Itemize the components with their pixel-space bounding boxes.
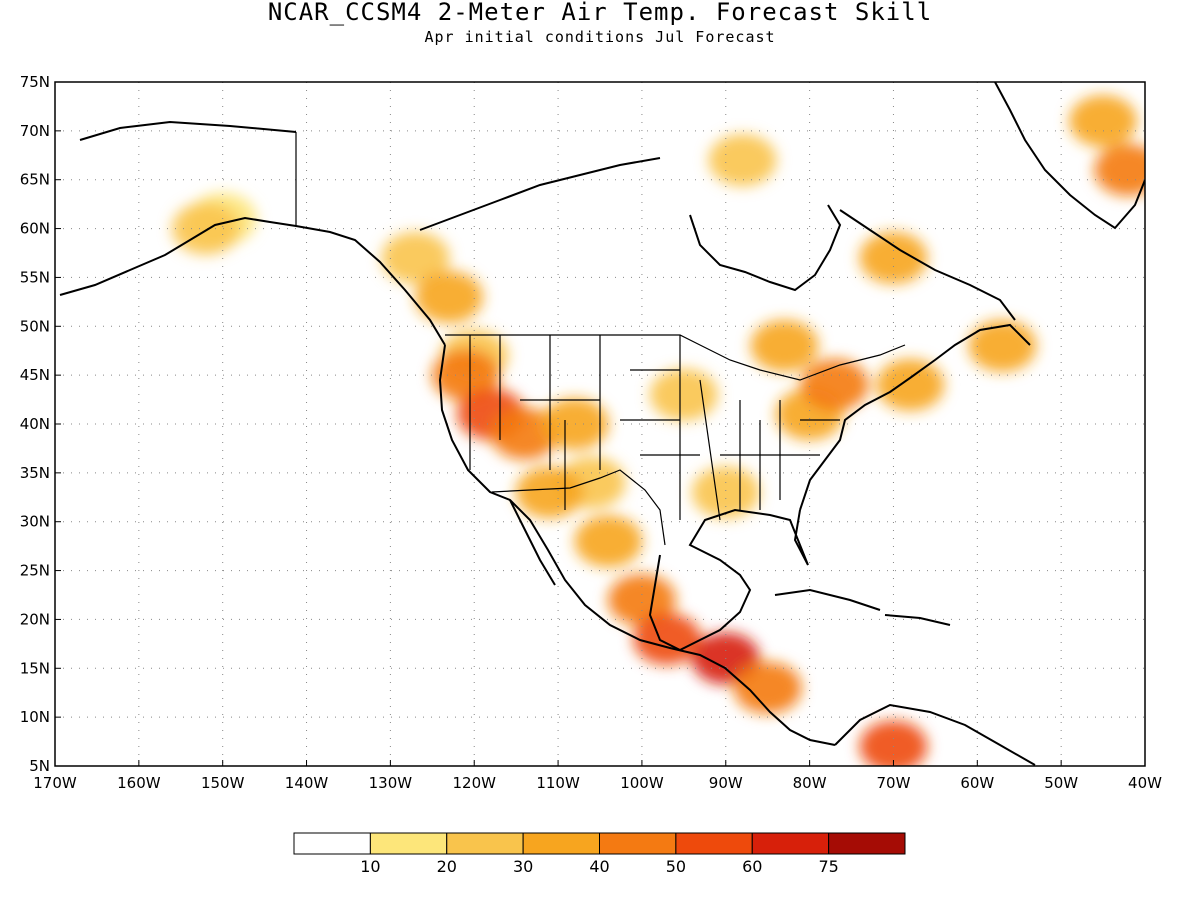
political-borders [295,132,906,546]
us-mexico-border [491,469,666,546]
lon-label: 50W [1044,774,1078,792]
skill-region-24 [1069,95,1138,148]
skill-region-15 [733,661,802,714]
colorbar-swatch [293,832,371,855]
lat-label: 45N [20,366,50,384]
colorbar-label: 10 [360,857,380,876]
colorbar: 10 20 30 40 50 60 75 [293,832,906,876]
lon-label: 40W [1128,774,1162,792]
coastline-arctic-alaska [79,120,297,141]
us-canada-border [445,334,906,381]
colorbar-swatch [369,832,448,855]
colorbar-label: 30 [513,857,533,876]
colorbar-swatch [751,832,830,855]
coastline-east-coast [799,323,1031,511]
lat-label: 25N [20,562,50,580]
skill-region-1 [171,202,240,255]
lat-label: 35N [20,464,50,482]
skill-region-5 [431,349,500,402]
skill-region-23 [1094,143,1145,196]
lon-label: 120W [452,774,496,792]
lat-label: 60N [20,220,50,238]
lon-label: 90W [709,774,743,792]
coastline-west-coast [438,344,836,746]
lat-label: 40N [20,415,50,433]
lon-label: 100W [620,774,664,792]
coastline-labrador [839,209,1016,321]
skill-region-10 [515,466,584,519]
lon-label: 80W [793,774,827,792]
skill-region-16 [859,720,928,766]
skill-shading [171,95,1145,766]
skill-region-12 [607,573,676,626]
skill-region-3 [415,270,484,323]
skill-region-20 [750,319,819,372]
latitude-labels: 75N 70N 65N 60N 55N 50N 45N 40N 35N 30N 25N 20N 15N 1… [20,73,61,775]
coastline-canada-arctic [419,157,661,231]
skill-region-2 [381,231,450,284]
colorbar-label: 75 [818,857,838,876]
skill-region-27 [876,358,945,411]
coastline-cuba [774,588,881,611]
lon-label: 70W [877,774,911,792]
lat-label: 30N [20,513,50,531]
coastline-hudson-bay [689,204,842,292]
lat-label: 5N [29,757,50,775]
colorbar-swatch [446,832,524,855]
skill-region-13 [633,612,702,665]
coastline-baja [509,499,556,586]
coastline-greenland [994,82,1145,230]
longitude-labels: 170W 160W 150W 140W 130W 120W 110W 100W 90W 80W 70… [33,760,1162,792]
lat-label: 55N [20,268,50,286]
skill-region-26 [649,368,718,421]
map-subtitle: Apr initial conditions Jul Forecast [424,28,776,46]
lon-label: 60W [960,774,994,792]
lat-label: 70N [20,122,50,140]
skill-region-11 [574,515,643,568]
colorbar-swatch [675,832,753,855]
lon-label: 110W [536,774,580,792]
lat-label: 10N [20,708,50,726]
skill-region-22 [708,134,777,187]
coastline-gulf [648,508,809,652]
colorbar-label: 50 [666,857,686,876]
lat-label: 15N [20,659,50,677]
coastlines [59,82,1145,766]
colorbar-swatch [599,832,677,855]
skill-region-19 [800,358,869,411]
skill-region-17 [691,466,760,519]
colorbar-label: 40 [589,857,609,876]
colorbar-swatch [522,832,600,855]
skill-region-25 [968,319,1037,372]
lon-label: 130W [369,774,413,792]
lon-label: 140W [285,774,329,792]
colorbar-swatch [828,832,906,855]
coastline-alaska [59,216,446,346]
colorbar-label: 20 [437,857,457,876]
colorbar-label: 60 [742,857,762,876]
lon-label: 160W [117,774,161,792]
lon-label: 150W [201,774,245,792]
lon-label: 170W [33,774,77,792]
lat-label: 50N [20,317,50,335]
lat-label: 20N [20,610,50,628]
coastline-south-america [834,703,1036,766]
skill-region-21 [859,231,928,284]
map-title: NCAR_CCSM4 2-Meter Air Temp. Forecast Sk… [267,0,933,26]
state-lines-west [469,335,700,510]
lat-label: 75N [20,73,50,91]
coastline-hispaniola [884,614,951,626]
lat-label: 65N [20,171,50,189]
state-lines-east [679,335,840,521]
